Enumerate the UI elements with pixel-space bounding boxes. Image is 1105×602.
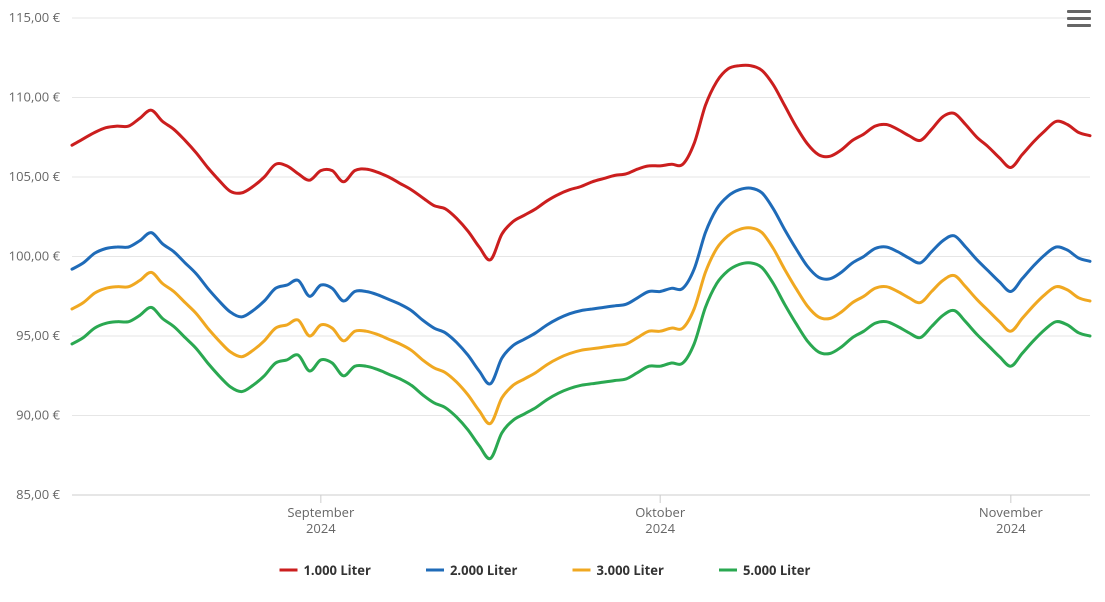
hamburger-icon [1067, 10, 1091, 13]
x-axis-label-year: 2024 [645, 519, 675, 537]
legend-item[interactable]: 3.000 Liter [573, 561, 664, 579]
legend-label: 5.000 Liter [743, 561, 810, 579]
legend-label: 2.000 Liter [450, 561, 517, 579]
series-5.000-liter [72, 263, 1090, 459]
x-axis-label-year: 2024 [996, 519, 1026, 537]
x-axis-label-year: 2024 [306, 519, 336, 537]
legend-item[interactable]: 2.000 Liter [426, 561, 517, 579]
y-axis-label: 100,00 € [9, 247, 61, 265]
y-axis-label: 105,00 € [9, 167, 61, 185]
y-axis-label: 110,00 € [9, 88, 61, 106]
legend-item[interactable]: 5.000 Liter [719, 561, 810, 579]
line-chart: 85,00 € 90,00 € 95,00 € 100,00 € 105,00 € 110… [0, 0, 1105, 602]
chart-menu-button[interactable] [1067, 6, 1091, 28]
y-axis-label: 90,00 € [16, 406, 60, 424]
legend-label: 3.000 Liter [597, 561, 664, 579]
legend-label: 1.000 Liter [304, 561, 371, 579]
y-axis-label: 95,00 € [16, 326, 60, 344]
series-1.000-liter [72, 65, 1090, 260]
y-axis-label: 115,00 € [9, 8, 61, 26]
chart-container: 85,00 € 90,00 € 95,00 € 100,00 € 105,00 € 110… [0, 0, 1105, 602]
legend-item[interactable]: 1.000 Liter [280, 561, 371, 579]
series-3.000-liter [72, 228, 1090, 424]
y-axis-label: 85,00 € [16, 485, 60, 503]
